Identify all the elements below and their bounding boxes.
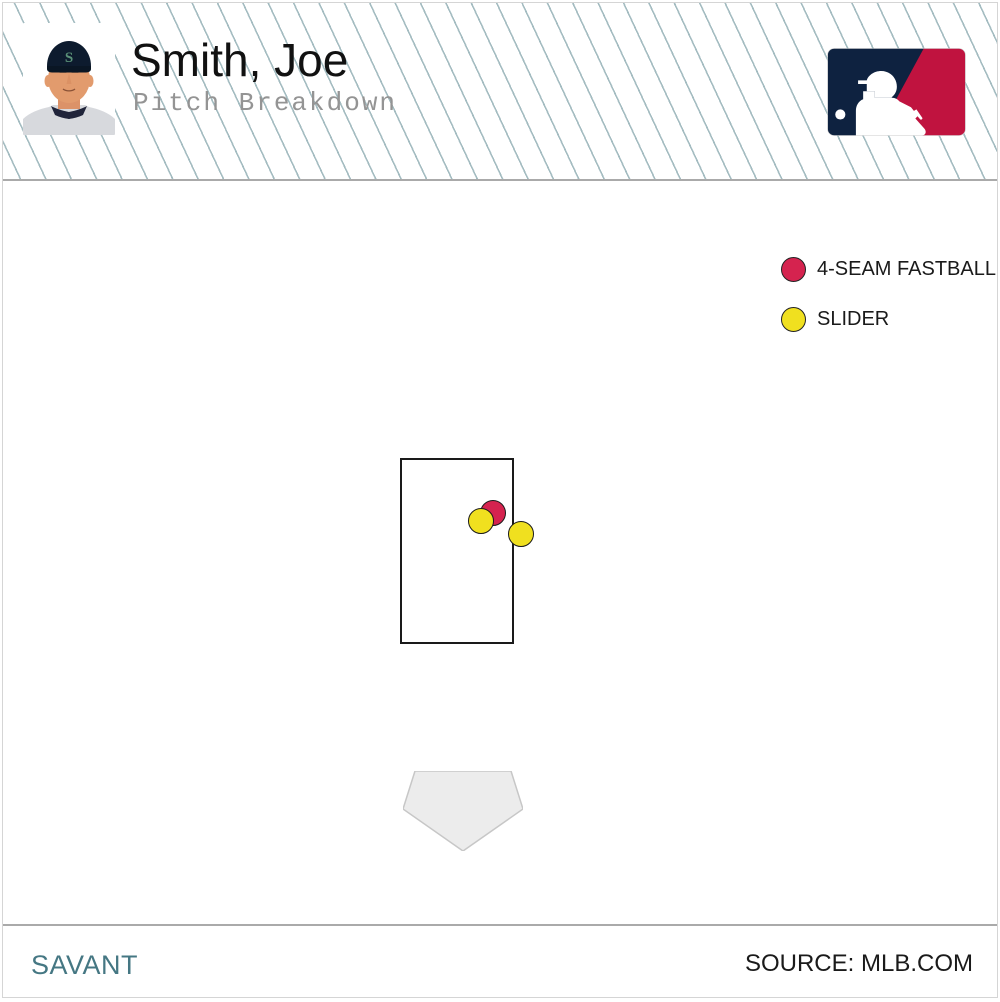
svg-text:S: S	[65, 50, 73, 66]
